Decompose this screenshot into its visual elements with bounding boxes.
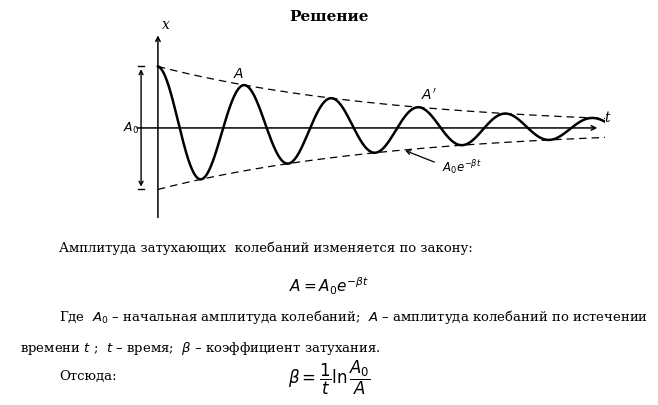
Text: Отсюда:: Отсюда: (59, 369, 117, 382)
Text: t: t (604, 110, 610, 124)
Text: Амплитуда затухающих  колебаний изменяется по закону:: Амплитуда затухающих колебаний изменяетс… (59, 241, 473, 254)
Text: $\beta = \dfrac{1}{t} \ln \dfrac{A_0}{A}$: $\beta = \dfrac{1}{t} \ln \dfrac{A_0}{A}… (288, 358, 370, 396)
Text: x: x (162, 18, 170, 32)
Text: Где  $A_0$ – начальная амплитуда колебаний;  $A$ – амплитуда колебаний по истече: Где $A_0$ – начальная амплитуда колебани… (59, 307, 648, 325)
Text: $A_0$: $A_0$ (124, 121, 139, 136)
Text: $A_0 e^{-\beta t}$: $A_0 e^{-\beta t}$ (442, 158, 482, 176)
Text: Решение: Решение (290, 10, 368, 24)
Text: $A$: $A$ (233, 67, 245, 81)
Text: $A'$: $A'$ (421, 88, 437, 103)
Text: времени $t$ ;  $t$ – время;  $\beta$ – коэффициент затухания.: времени $t$ ; $t$ – время; $\beta$ – коэ… (20, 339, 380, 356)
Text: $A = A_0 e^{-\beta t}$: $A = A_0 e^{-\beta t}$ (289, 275, 369, 296)
